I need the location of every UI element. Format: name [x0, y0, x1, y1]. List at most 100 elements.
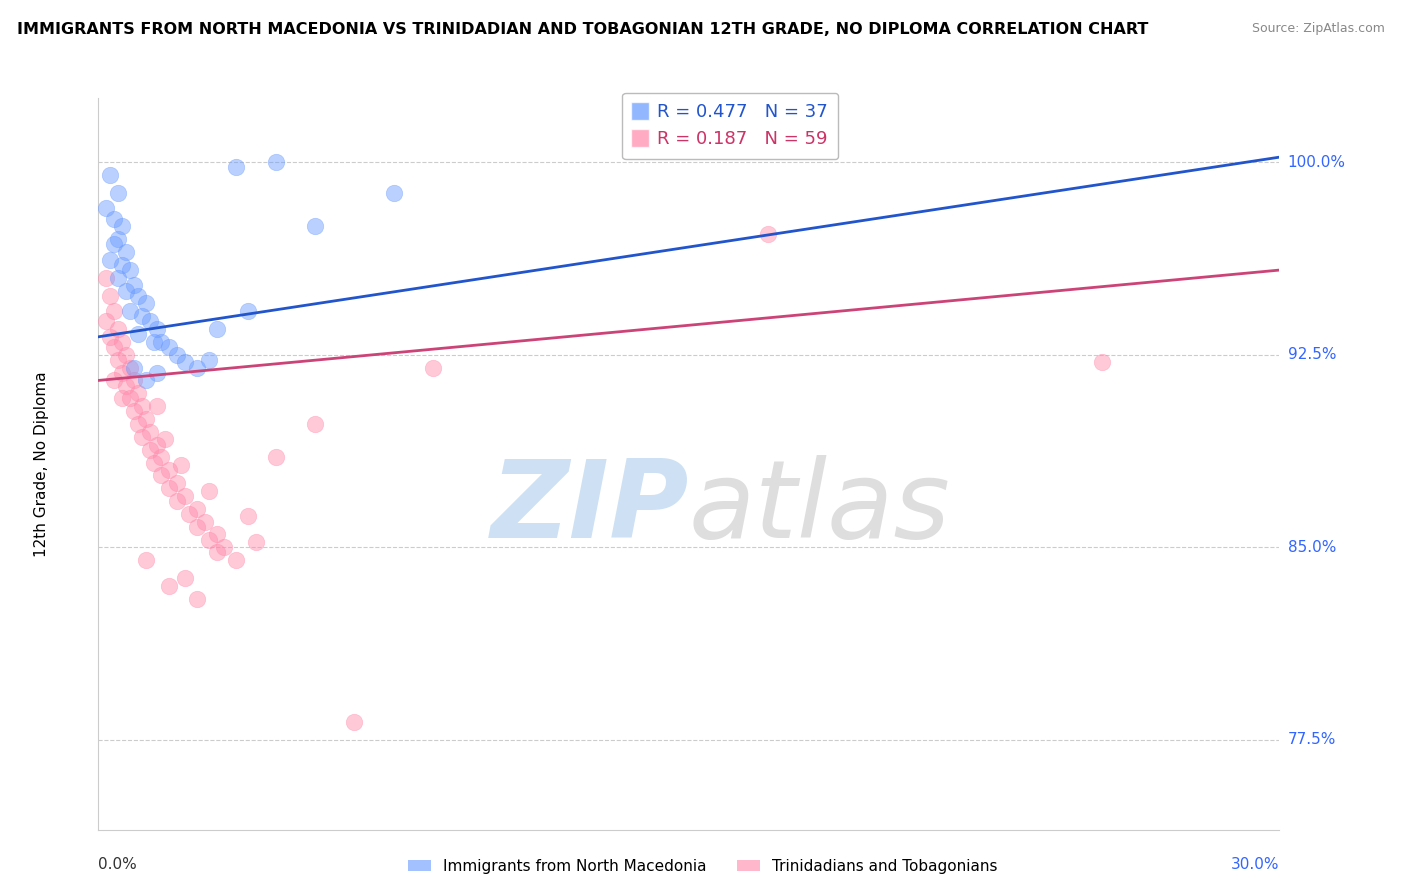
Point	[103, 373, 125, 387]
Point	[197, 533, 219, 547]
Point	[115, 378, 138, 392]
Point	[118, 360, 141, 375]
Point	[107, 270, 129, 285]
Point	[197, 483, 219, 498]
Point	[122, 278, 145, 293]
Point	[236, 304, 259, 318]
Point	[111, 366, 134, 380]
Point	[150, 450, 173, 465]
Point	[225, 553, 247, 567]
Point	[150, 468, 173, 483]
Point	[197, 352, 219, 367]
Point	[304, 219, 326, 234]
Point	[138, 425, 160, 439]
Point	[127, 386, 149, 401]
Point	[98, 168, 121, 182]
Point	[174, 571, 197, 585]
Point	[236, 509, 259, 524]
Legend: R = 0.477   N = 37, R = 0.187   N = 59: R = 0.477 N = 37, R = 0.187 N = 59	[623, 93, 838, 159]
Point	[157, 340, 180, 354]
Point	[111, 392, 134, 406]
Point	[1091, 355, 1114, 369]
Point	[174, 489, 197, 503]
Legend: Immigrants from North Macedonia, Trinidadians and Tobagonians: Immigrants from North Macedonia, Trinida…	[402, 853, 1004, 880]
Point	[115, 284, 138, 298]
Point	[264, 155, 287, 169]
Point	[142, 334, 165, 349]
Point	[107, 186, 129, 200]
Point	[382, 186, 405, 200]
Point	[756, 227, 779, 241]
Point	[146, 366, 169, 380]
Point	[186, 519, 208, 533]
Point	[422, 360, 444, 375]
Point	[98, 330, 121, 344]
Point	[96, 314, 118, 328]
Point	[214, 541, 236, 555]
Text: atlas: atlas	[689, 455, 950, 560]
Point	[166, 494, 188, 508]
Point	[157, 481, 180, 495]
Point	[146, 399, 169, 413]
Point	[186, 591, 208, 606]
Point	[115, 245, 138, 260]
Point	[146, 322, 169, 336]
Text: 85.0%: 85.0%	[1288, 540, 1336, 555]
Point	[205, 545, 228, 559]
Point	[127, 289, 149, 303]
Point	[138, 314, 160, 328]
Point	[170, 458, 193, 472]
Point	[131, 399, 153, 413]
Point	[157, 579, 180, 593]
Point	[138, 442, 160, 457]
Point	[225, 161, 247, 175]
Point	[135, 412, 157, 426]
Point	[135, 553, 157, 567]
Point	[177, 507, 200, 521]
Point	[96, 202, 118, 216]
Text: Source: ZipAtlas.com: Source: ZipAtlas.com	[1251, 22, 1385, 36]
Point	[107, 352, 129, 367]
Point	[131, 310, 153, 324]
Text: 12th Grade, No Diploma: 12th Grade, No Diploma	[34, 371, 49, 557]
Point	[115, 348, 138, 362]
Point	[127, 327, 149, 342]
Point	[111, 219, 134, 234]
Text: 100.0%: 100.0%	[1288, 155, 1346, 169]
Point	[111, 258, 134, 272]
Point	[174, 355, 197, 369]
Point	[135, 296, 157, 310]
Point	[122, 404, 145, 418]
Text: IMMIGRANTS FROM NORTH MACEDONIA VS TRINIDADIAN AND TOBAGONIAN 12TH GRADE, NO DIP: IMMIGRANTS FROM NORTH MACEDONIA VS TRINI…	[17, 22, 1149, 37]
Point	[304, 417, 326, 431]
Point	[142, 456, 165, 470]
Point	[103, 211, 125, 226]
Point	[245, 535, 267, 549]
Point	[98, 252, 121, 267]
Point	[131, 430, 153, 444]
Text: ZIP: ZIP	[491, 455, 689, 561]
Point	[118, 263, 141, 277]
Point	[205, 527, 228, 541]
Point	[118, 392, 141, 406]
Point	[155, 433, 177, 447]
Point	[111, 334, 134, 349]
Point	[103, 340, 125, 354]
Point	[107, 322, 129, 336]
Point	[146, 437, 169, 451]
Point	[103, 237, 125, 252]
Point	[122, 373, 145, 387]
Point	[194, 515, 217, 529]
Point	[150, 334, 173, 349]
Point	[157, 463, 180, 477]
Point	[166, 348, 188, 362]
Point	[118, 304, 141, 318]
Text: 77.5%: 77.5%	[1288, 732, 1336, 747]
Point	[186, 501, 208, 516]
Point	[98, 289, 121, 303]
Point	[122, 360, 145, 375]
Text: 30.0%: 30.0%	[1232, 857, 1279, 872]
Point	[186, 360, 208, 375]
Point	[103, 304, 125, 318]
Point	[135, 373, 157, 387]
